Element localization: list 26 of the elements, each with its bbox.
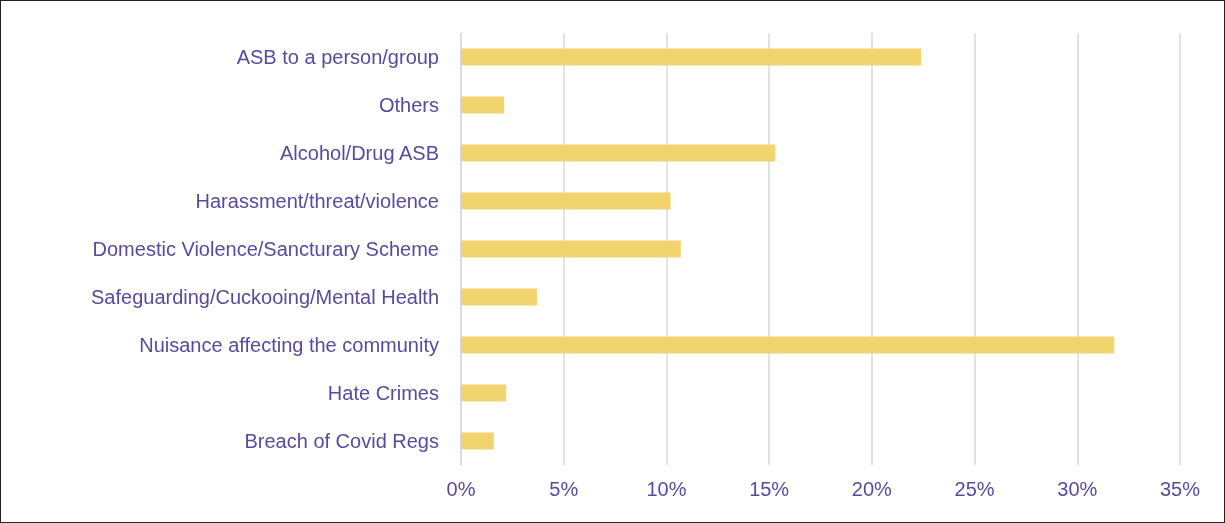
bar — [461, 432, 494, 450]
y-tick-label: Domestic Violence/Sancturary Scheme — [92, 238, 439, 260]
bar — [461, 96, 505, 114]
x-tick-label: 25% — [954, 478, 995, 500]
bar — [461, 384, 507, 402]
bar — [461, 192, 671, 210]
x-tick-label: 35% — [1159, 478, 1201, 500]
x-tick-label: 5% — [549, 478, 579, 500]
x-tick-label: 30% — [1057, 478, 1098, 500]
x-tick-label: 10% — [646, 478, 687, 500]
x-tick-label: 0% — [446, 478, 476, 500]
y-tick-label: Safeguarding/Cuckooing/Mental Health — [91, 286, 439, 308]
bar — [461, 240, 681, 258]
bar — [461, 336, 1115, 354]
y-tick-label: Breach of Covid Regs — [244, 430, 439, 452]
x-tick-label: 20% — [851, 478, 893, 500]
bar — [461, 48, 922, 66]
y-tick-label: Alcohol/Drug ASB — [280, 142, 439, 164]
y-tick-label: Nuisance affecting the community — [139, 334, 439, 356]
bar — [461, 144, 776, 162]
y-tick-label: Hate Crimes — [327, 382, 439, 404]
y-tick-label: ASB to a person/group — [236, 46, 439, 68]
bar — [461, 288, 538, 306]
y-tick-label: Harassment/threat/violence — [195, 190, 439, 212]
y-tick-label: Others — [378, 94, 439, 116]
x-tick-label: 15% — [749, 478, 790, 500]
